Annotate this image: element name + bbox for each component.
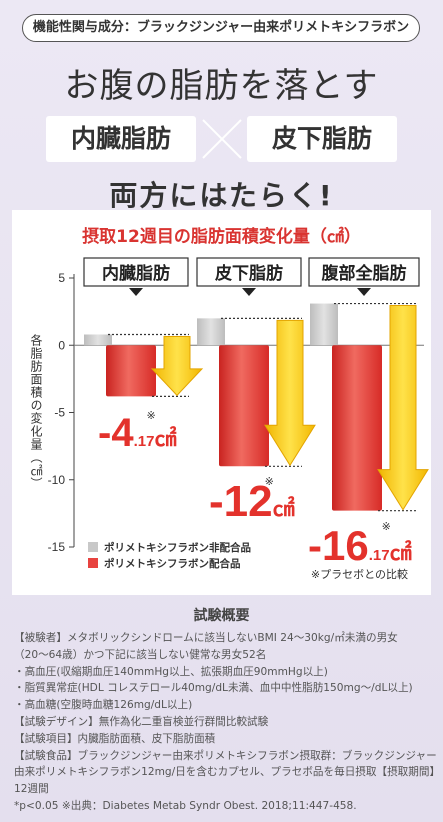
study-note-line: *p<0.05 ※出典：Diabetes Metab Syndr Obest. … xyxy=(14,799,357,812)
study-note-line: 【試験食品】ブラックジンジャー由来ポリメトキシフラボン摂取群：ブラックジンジャー xyxy=(14,749,437,762)
bar-treatment xyxy=(332,345,382,511)
study-note-line: （20～64歳）かつ下記に該当しない健常な男女52名 xyxy=(14,648,267,661)
difference-label: -4.17㎠ xyxy=(98,411,176,455)
study-note-line: 【被験者】メタボリックシンドロームに該当しないBMI 24～30kg/㎡未満の男… xyxy=(14,632,398,644)
category-label: 腹部全脂肪 xyxy=(322,263,407,284)
category-label-box xyxy=(83,257,189,287)
comparison-note: ※プラセボとの比較 xyxy=(311,567,408,581)
category-label: 皮下脂肪 xyxy=(215,263,283,284)
difference-unit: ㎠ xyxy=(273,496,295,521)
bar-placebo xyxy=(197,318,225,346)
study-note-line: ・高血糖(空腹時血糖126mg/dL以上) xyxy=(14,699,193,712)
significance-mark: ※ xyxy=(265,475,274,488)
pointer-triangle xyxy=(357,288,371,296)
cross-icon xyxy=(202,119,242,159)
difference-arrow xyxy=(264,319,316,467)
y-axis-label: 各脂肪面積の変化量（㎠） xyxy=(29,333,43,490)
y-tick-label: -15 xyxy=(48,540,66,554)
difference-value: -12 xyxy=(209,477,273,526)
legend-swatch xyxy=(88,558,98,568)
study-note-line: ・脂質異常症(HDL コレステロール40mg/dL未満、血中中性脂肪150mg～… xyxy=(14,682,413,695)
bar-placebo xyxy=(310,303,338,346)
y-tick-label: -10 xyxy=(48,473,66,487)
category-label-box xyxy=(196,257,302,287)
study-title: 試験概要 xyxy=(193,608,250,624)
study-note-line: 由来ポリメトキシフラボン12mg/日を含むカプセル、プラセボ品を毎日摂取【摂取期… xyxy=(14,766,441,779)
tag-visceral-fat: 内臓脂肪 xyxy=(46,116,196,162)
y-tick-label: -5 xyxy=(54,406,65,420)
study-notes: 【被験者】メタボリックシンドロームに該当しないBMI 24～30kg/㎡未満の男… xyxy=(14,630,441,815)
difference-value: -4 xyxy=(98,411,134,455)
legend-label: ポリメトキシフラボン非配合品 xyxy=(104,541,251,554)
chart-title: 摂取12週目の脂肪面積変化量（㎠） xyxy=(82,227,361,247)
legend-label: ポリメトキシフラボン配合品 xyxy=(104,557,241,570)
study-note-line: 【試験デザイン】無作為化二重盲検並行群間比較試験 xyxy=(14,715,269,728)
bar-treatment xyxy=(219,345,269,467)
y-tick-label: 5 xyxy=(58,271,65,285)
difference-unit: ㎠ xyxy=(154,426,176,451)
pointer-triangle xyxy=(129,288,143,296)
significance-mark: ※ xyxy=(382,520,391,533)
study-note-line: ・高血圧(収縮期血圧140mmHg以上、拡張期血圧90mmHg以上) xyxy=(14,665,328,678)
tag-subcutaneous-fat: 皮下脂肪 xyxy=(247,116,397,162)
significance-mark: ※ xyxy=(146,409,155,422)
chart-panel: 摂取12週目の脂肪面積変化量（㎠） 5 0 -5 -10 -15 各脂肪面積の変化量（㎠）… xyxy=(12,210,431,595)
legend-swatch xyxy=(88,542,98,552)
headline: お腹の脂肪を落とす xyxy=(64,66,379,106)
difference-unit: ㎠ xyxy=(390,540,412,565)
difference-decimal: .17 xyxy=(369,547,390,564)
difference-value: -16 xyxy=(308,522,369,569)
ingredient-pill: 機能性関与成分：ブラックジンジャー由来ポリメトキシフラボン xyxy=(22,14,420,42)
difference-arrow xyxy=(377,305,429,511)
bar-treatment xyxy=(106,345,156,397)
study-note-line: 12週間 xyxy=(14,783,49,796)
study-note-line: 【試験項目】内臓脂肪面積、皮下脂肪面積 xyxy=(14,732,216,745)
difference-label: -16.17㎠ xyxy=(308,522,412,569)
difference-decimal: .17 xyxy=(134,433,155,450)
category-label: 内臓脂肪 xyxy=(102,263,170,284)
category-label-box xyxy=(308,257,420,287)
bar-placebo xyxy=(84,334,112,346)
difference-arrow xyxy=(150,335,204,397)
difference-label: -12㎠ xyxy=(209,477,295,526)
subheadline: 両方にはたらく! xyxy=(109,179,334,212)
pointer-triangle xyxy=(242,288,256,296)
y-tick-label: 0 xyxy=(58,338,65,352)
